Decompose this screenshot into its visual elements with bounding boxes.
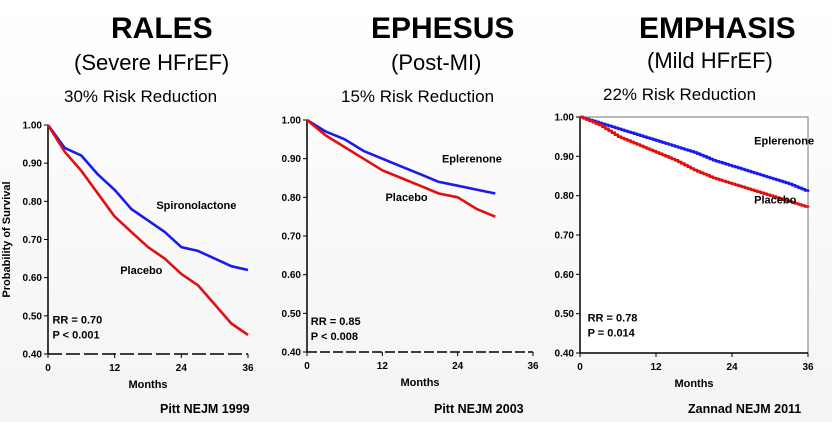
y-tick-label: 0.50	[23, 311, 43, 322]
x-tick-label: 0	[577, 362, 583, 373]
y-tick-label: 0.40	[282, 348, 302, 359]
y-tick-label: 0.80	[23, 197, 43, 208]
x-tick-label: 0	[45, 363, 51, 374]
y-tick-label: 0.90	[23, 159, 43, 170]
y-tick-label: 0.60	[555, 270, 575, 281]
risk-reduction-label: 30% Risk Reduction	[64, 87, 218, 106]
reference-label: Zannad NEJM 2011	[688, 402, 802, 416]
y-tick-label: 0.40	[23, 350, 43, 361]
panel-subtitle: (Post-MI)	[391, 50, 482, 75]
series-label: Spironolactone	[156, 200, 236, 212]
panel-subtitle: (Mild HFrEF)	[647, 48, 773, 73]
panel-title: RALES	[111, 12, 213, 45]
series-label: Eplerenone	[754, 136, 814, 148]
annotation-label: RR = 0.78	[588, 313, 638, 325]
y-tick-label: 0.70	[555, 231, 575, 242]
plot-frame	[579, 116, 809, 354]
y-tick-label: 0.70	[282, 232, 302, 243]
x-tick-label: 0	[304, 361, 310, 372]
x-tick-label: 36	[527, 361, 539, 372]
placebo-line	[306, 118, 496, 218]
annotation-label: P < 0.008	[311, 331, 358, 343]
treatment-line	[306, 118, 496, 195]
series-label: Placebo	[385, 192, 427, 204]
x-tick-label: 12	[377, 361, 389, 372]
y-tick-label: 0.50	[282, 309, 302, 320]
annotation-label: P < 0.001	[52, 329, 99, 341]
x-axis-label: Months	[674, 378, 713, 390]
panel-subtitle: (Severe HFrEF)	[74, 50, 230, 75]
y-tick-label: 0.80	[282, 193, 302, 204]
y-tick-label: 0.50	[555, 309, 575, 320]
treatment-line	[46, 124, 249, 272]
panel-title: EMPHASIS	[639, 12, 796, 45]
x-tick-label: 24	[726, 362, 738, 373]
risk-reduction-label: 22% Risk Reduction	[603, 85, 757, 104]
placebo-line	[46, 124, 249, 336]
y-tick-label: 0.90	[282, 154, 302, 165]
x-tick-label: 12	[650, 362, 662, 373]
annotation-label: RR = 0.70	[52, 314, 102, 326]
y-tick-label: 0.60	[282, 270, 302, 281]
x-tick-label: 24	[452, 361, 464, 372]
x-axis-label: Months	[400, 377, 439, 389]
x-tick-label: 36	[242, 363, 254, 374]
x-tick-label: 12	[109, 363, 121, 374]
x-tick-label: 24	[176, 363, 188, 374]
treatment-line	[580, 115, 810, 192]
panel-title: EPHESUS	[371, 12, 515, 45]
y-tick-label: 0.40	[555, 349, 575, 360]
y-tick-label: 1.00	[282, 116, 302, 127]
series-label: Placebo	[120, 265, 162, 277]
y-tick-label: 0.70	[23, 235, 43, 246]
reference-label: Pitt NEJM 1999	[160, 402, 250, 416]
y-axis-label: Probability of Survival	[1, 181, 13, 297]
reference-label: Pitt NEJM 2003	[434, 402, 524, 416]
y-tick-label: 0.90	[555, 152, 575, 163]
series-label: Placebo	[754, 195, 796, 207]
risk-reduction-label: 15% Risk Reduction	[341, 87, 495, 106]
y-tick-label: 1.00	[555, 113, 575, 124]
y-tick-label: 1.00	[23, 121, 43, 132]
y-tick-label: 0.80	[555, 191, 575, 202]
placebo-line	[580, 115, 810, 208]
y-tick-label: 0.60	[23, 273, 43, 284]
annotation-label: RR = 0.85	[311, 316, 361, 328]
x-tick-label: 36	[802, 362, 814, 373]
x-axis-label: Months	[128, 379, 167, 391]
series-label: Eplerenone	[442, 154, 502, 166]
annotation-label: P = 0.014	[588, 328, 636, 340]
